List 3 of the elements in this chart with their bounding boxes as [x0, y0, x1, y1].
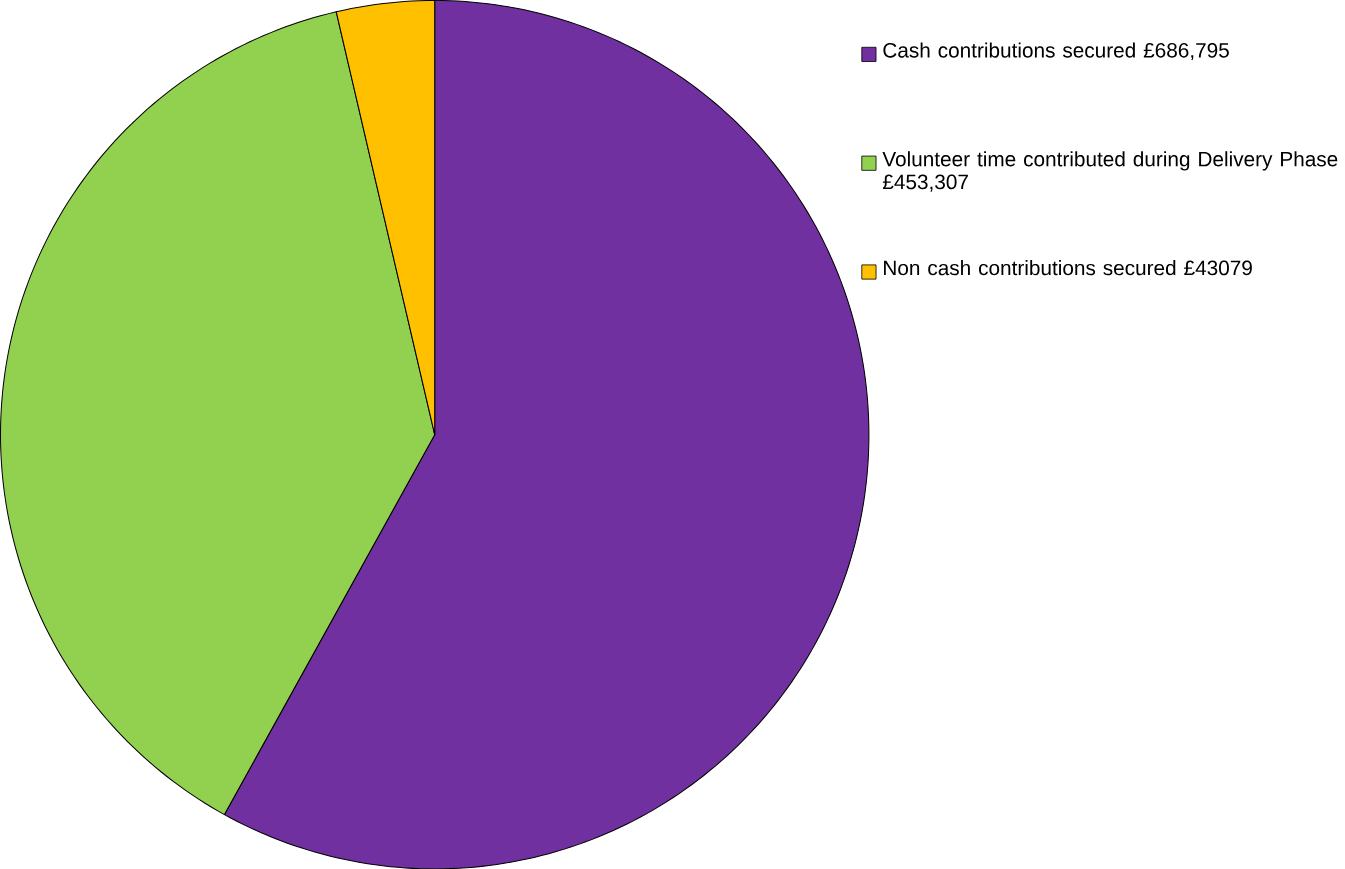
legend-label: Volunteer time contributed during Delivery Phase £453,307	[882, 151, 1338, 192]
legend-label: Non cash contributions secured £43079	[884, 259, 1252, 276]
legend-label: Cash contributions secured £686,795	[883, 42, 1229, 60]
